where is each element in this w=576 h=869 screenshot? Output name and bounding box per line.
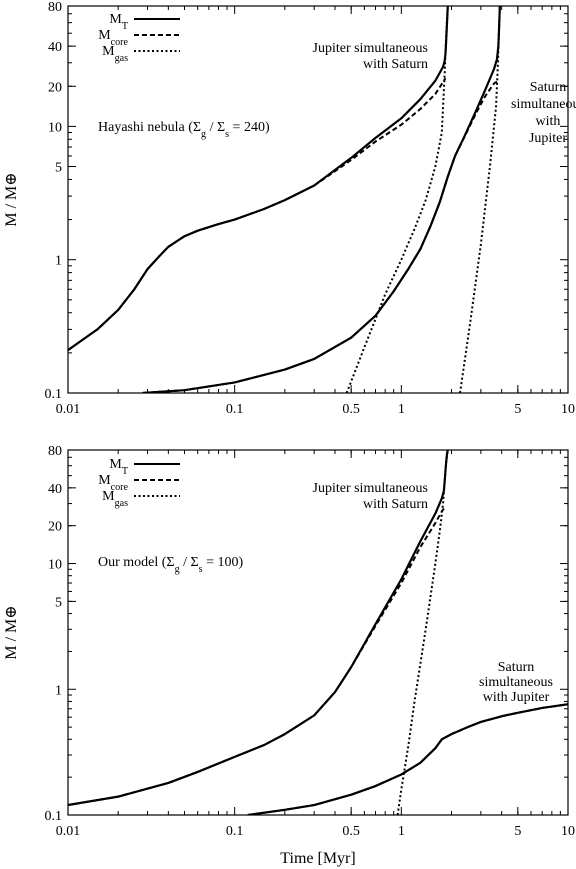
series-saturn-m-t-line — [247, 703, 568, 815]
annotation: Saturn — [530, 80, 567, 95]
y-tick-label: 10 — [48, 120, 62, 135]
series-jupiter-m-core-line — [68, 77, 447, 351]
y-tick-label: 5 — [55, 595, 62, 610]
annotation: simultaneous — [511, 97, 576, 112]
y-tick-label: 80 — [48, 0, 62, 15]
minor-ticks — [68, 450, 568, 815]
y-tick-label: 10 — [48, 558, 62, 573]
series-saturn-m-t-line — [142, 6, 501, 393]
legend-label: Mcore​ — [98, 473, 128, 493]
y-tick-label: 1 — [55, 683, 62, 698]
y-tick-label: 0.1 — [45, 387, 63, 402]
y-tick-label: 20 — [48, 520, 62, 535]
series-saturn-m-core-line — [142, 79, 499, 393]
y-axis-label: M / M⊕ — [3, 605, 20, 659]
minor-ticks — [68, 6, 568, 393]
annotation: simultaneous — [479, 675, 553, 690]
x-tick-label: 0.01 — [56, 402, 81, 417]
legend-label: Mcore​ — [98, 28, 128, 48]
plot-frame — [67, 449, 569, 816]
legend-label: Mgas​ — [102, 489, 128, 509]
x-tick-label: 10 — [561, 824, 575, 839]
y-tick-label: 80 — [48, 444, 62, 459]
annotation: Jupiter simultaneous — [313, 481, 429, 496]
legend-label: MT​ — [109, 12, 128, 32]
annotation: with Jupiter — [483, 690, 550, 705]
x-tick-label: 0.5 — [342, 402, 360, 417]
x-tick-label: 0.01 — [56, 824, 81, 839]
annotation: with — [536, 114, 561, 129]
x-axis-label: Time [Myr] — [280, 850, 355, 867]
annotation: Our model (Σg​ / Σs​ = 100) — [98, 555, 244, 575]
bottom-panel: 0.010.10.515100.11510204080MT​Mcore​Mgas… — [3, 444, 575, 867]
top-panel: 0.010.10.515100.11510204080MT​Mcore​Mgas… — [3, 0, 576, 417]
y-tick-label: 40 — [48, 482, 62, 497]
y-tick-label: 20 — [48, 80, 62, 95]
annotation: Jupiter simultaneous — [313, 41, 429, 56]
x-tick-label: 1 — [398, 824, 405, 839]
plot-frame — [67, 5, 569, 394]
annotation: Jupiter — [529, 131, 567, 146]
x-tick-label: 0.1 — [226, 402, 244, 417]
series-saturn-m-core-line — [247, 703, 568, 815]
y-axis-label: M / M⊕ — [3, 172, 20, 226]
series-saturn-m-gas-line — [459, 6, 501, 393]
annotation: Saturn — [498, 660, 535, 675]
x-tick-label: 5 — [514, 402, 521, 417]
y-tick-label: 1 — [55, 254, 62, 269]
annotation: with Saturn — [363, 57, 428, 72]
legend: MT​Mcore​Mgas​ — [98, 12, 180, 64]
series-jupiter-m-gas-line — [396, 450, 449, 815]
y-tick-label: 5 — [55, 161, 62, 176]
y-tick-label: 0.1 — [45, 809, 63, 824]
legend-label: Mgas​ — [102, 44, 128, 64]
y-tick-label: 40 — [48, 40, 62, 55]
x-tick-label: 10 — [561, 402, 575, 417]
annotation: with Saturn — [363, 497, 428, 512]
x-tick-label: 0.5 — [342, 824, 360, 839]
legend-label: MT​ — [109, 457, 128, 477]
x-tick-label: 1 — [398, 402, 405, 417]
series-jupiter-m-core-line — [68, 506, 446, 807]
annotation: Hayashi nebula (Σg​ / Σs​ = 240) — [98, 120, 270, 140]
x-tick-label: 0.1 — [226, 824, 244, 839]
legend: MT​Mcore​Mgas​ — [98, 457, 180, 509]
x-tick-label: 5 — [514, 824, 521, 839]
